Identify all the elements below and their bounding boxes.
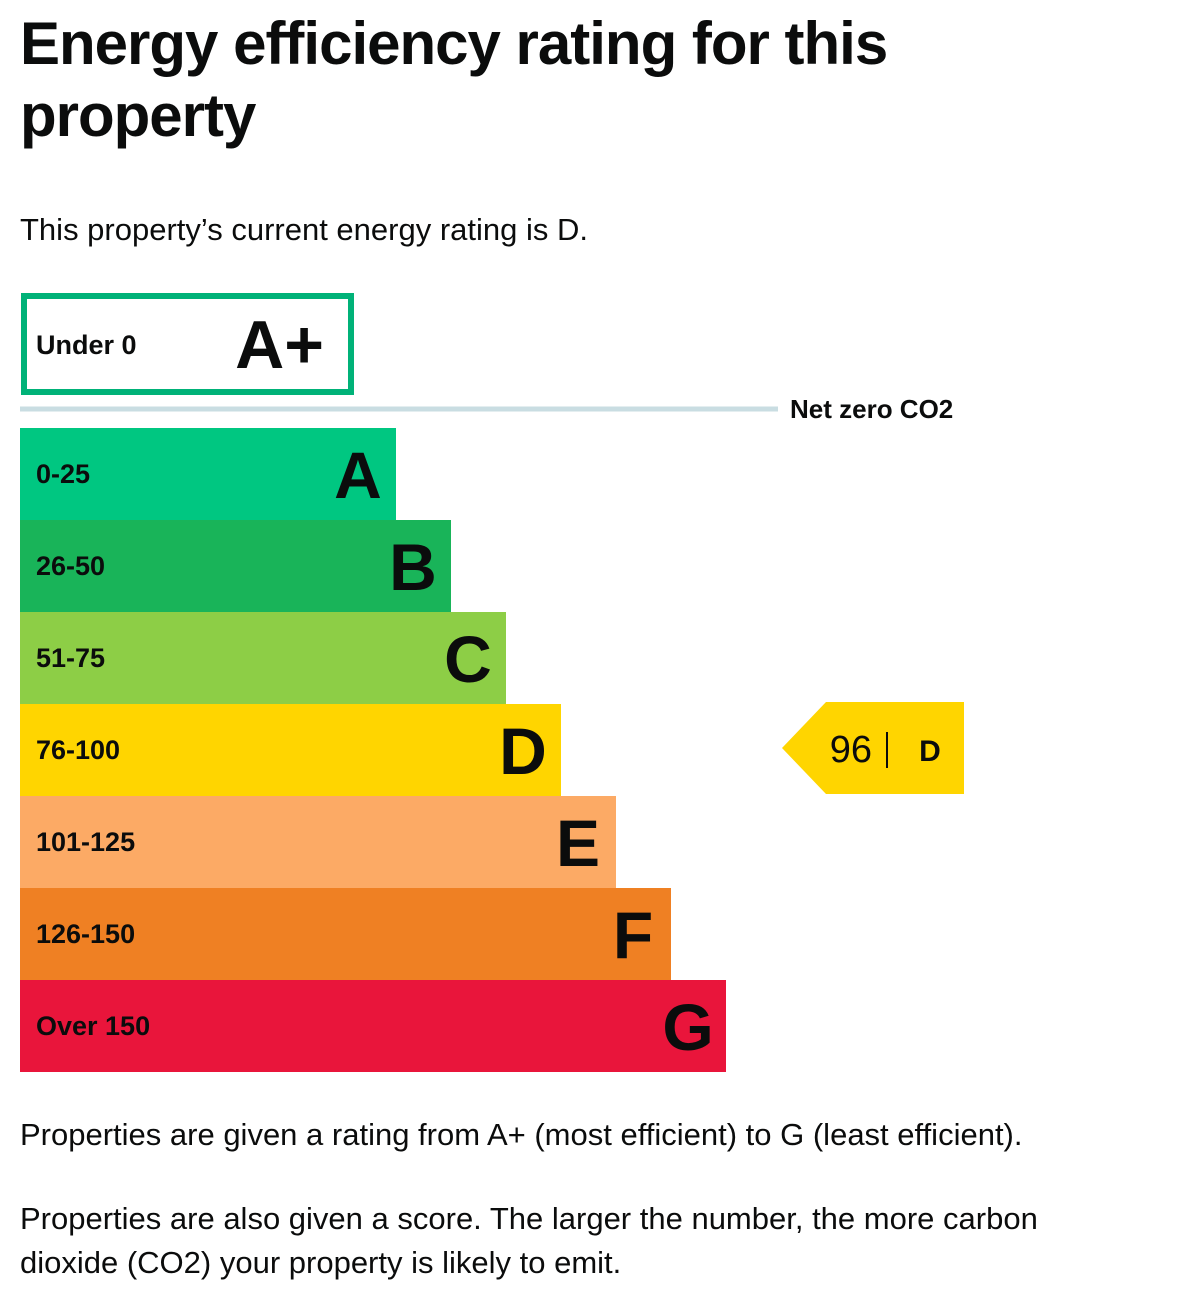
- band-f-letter: F: [613, 898, 653, 972]
- score-explanation-note: Properties are also given a score. The l…: [20, 1201, 1038, 1280]
- band-e-bar: [20, 796, 616, 888]
- band-b-range: 26-50: [36, 551, 105, 581]
- band-a-letter: A: [334, 438, 382, 512]
- band-c-range: 51-75: [36, 643, 105, 673]
- band-g-range: Over 150: [36, 1011, 150, 1041]
- band-d-letter: D: [499, 714, 547, 788]
- page-title: Energy efficiency rating for this proper…: [20, 10, 888, 149]
- band-g-bar: [20, 980, 726, 1072]
- band-d-bar: [20, 704, 561, 796]
- current-rating-marker: 96 D: [782, 702, 964, 794]
- energy-rating-chart: Under 0 A+ Net zero CO2 0-25 A 26-50 B 51-75…: [20, 293, 964, 1072]
- band-c-letter: C: [444, 622, 492, 696]
- band-a-plus-box: [21, 293, 354, 395]
- band-c-bar: [20, 612, 506, 704]
- band-a-plus: Under 0 A+: [21, 293, 354, 395]
- rating-scale-note: Properties are given a rating from A+ (m…: [20, 1117, 1023, 1152]
- band-a-bar: [20, 428, 396, 520]
- net-zero-label: Net zero CO2: [790, 394, 953, 424]
- band-a-plus-letter: A+: [235, 307, 324, 383]
- band-f-range: 126-150: [36, 919, 135, 949]
- band-f-bar: [20, 888, 671, 980]
- band-e-range: 101-125: [36, 827, 135, 857]
- band-e-letter: E: [556, 806, 600, 880]
- current-rating-score: 96: [830, 729, 872, 771]
- band-b-letter: B: [389, 530, 437, 604]
- band-a-range: 0-25: [36, 459, 90, 489]
- band-g-letter: G: [662, 990, 713, 1064]
- rating-bands: 0-25 A 26-50 B 51-75 C 76-100 D 101-125 E 126-150 F…: [20, 428, 726, 1072]
- current-rating-letter: D: [919, 735, 941, 768]
- band-b-bar: [20, 520, 451, 612]
- current-rating-arrow: [782, 702, 964, 794]
- band-a-plus-range: Under 0: [36, 330, 137, 360]
- current-rating-text: This property’s current energy rating is…: [20, 212, 588, 247]
- band-d-range: 76-100: [36, 735, 120, 765]
